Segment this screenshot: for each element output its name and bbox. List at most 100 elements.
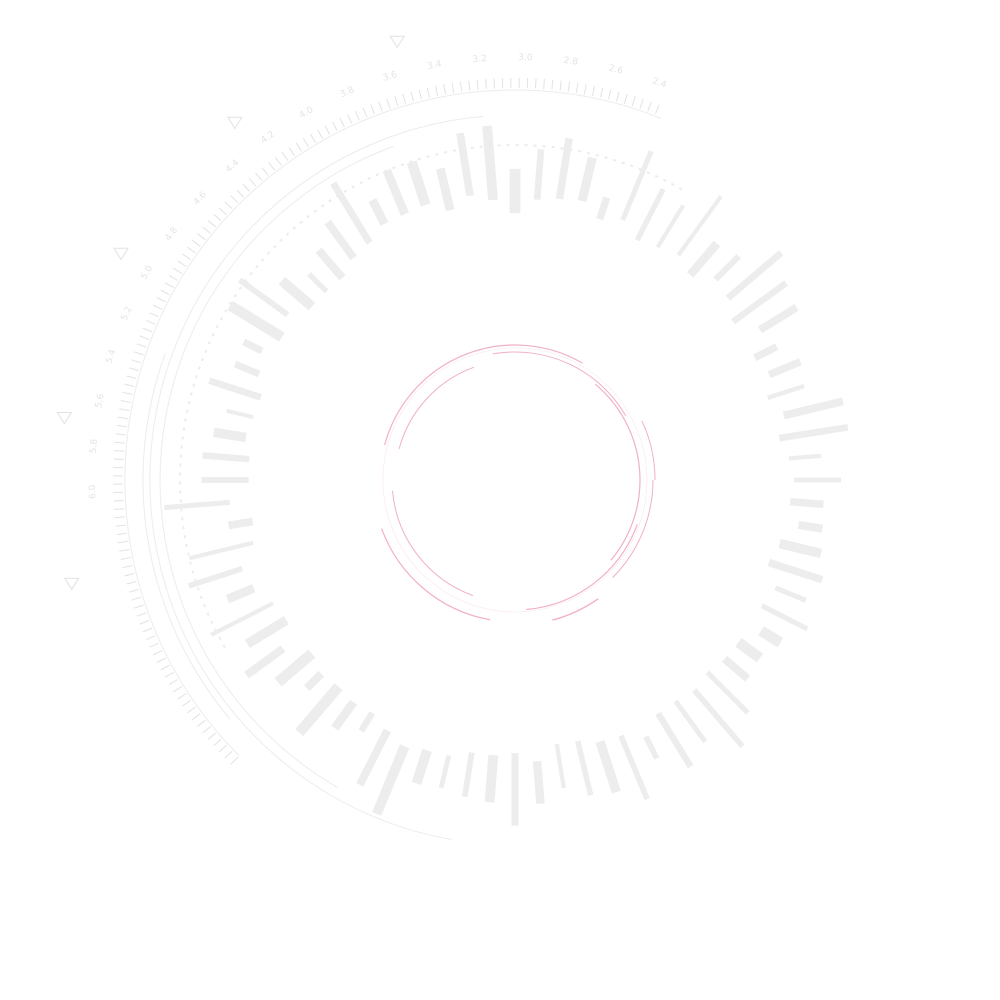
tick-mark [187,706,196,714]
tick-mark [309,133,316,143]
radial-bar [212,427,247,443]
tick-mark [443,84,447,95]
tick-mark [600,87,604,98]
tick-mark [116,424,127,428]
radial-bar [368,198,389,226]
tick-mark [139,620,150,625]
radial-bar [673,699,708,744]
radial-bar [456,132,474,197]
radial-bar [782,397,844,420]
tick-mark [113,500,124,502]
radial-bar [225,584,256,604]
target-arc [526,524,638,611]
scale-label: 5.6 [94,393,107,409]
tick-mark [160,289,170,296]
tick-mark [410,91,414,102]
tick-mark [543,79,545,90]
tick-mark [119,408,130,412]
radial-bar [760,603,809,632]
radial-bar [226,408,254,420]
radial-bar [482,125,498,201]
radial-bar [757,303,799,334]
tick-mark [476,79,479,90]
radial-bar [686,240,721,278]
tick-mark [224,201,233,210]
radial-bar [188,540,254,561]
tick-mark [559,80,562,91]
radial-bar [356,728,391,787]
radial-bar [767,358,802,379]
radial-bar [533,148,545,200]
tick-mark [202,726,211,734]
tick-mark [131,596,142,601]
radial-bar [555,137,573,200]
tick-mark [567,81,571,92]
tick-mark [616,91,620,102]
radial-bar [643,735,660,760]
tick-mark [133,604,144,609]
tick-mark [402,93,407,104]
radial-bar-ring [164,125,849,826]
tick-mark [224,750,233,759]
radial-bar [324,219,357,261]
tick-mark [173,267,183,274]
radial-bar [655,204,685,249]
outer-faint-ring [142,115,484,840]
tick-baseline [124,89,662,757]
tick-mark [324,125,331,135]
radial-bar [484,754,499,803]
radial-bar [705,670,750,715]
tick-mark [168,679,178,686]
triangle-marker-icon [226,116,243,130]
tick-mark [156,297,166,303]
target-arc [398,366,475,450]
tick-mark [160,664,170,671]
radial-bar [315,247,346,281]
target-arc [492,351,627,417]
scale-label: 3.2 [472,54,487,65]
tick-mark [114,516,125,519]
target-arc [384,344,583,446]
radial-bar [411,748,432,785]
radial-bar [767,558,824,584]
tick-mark [213,738,222,747]
tick-mark [152,650,163,656]
tick-mark [468,80,471,91]
tick-mark [124,383,135,387]
tick-mark [378,101,383,112]
radial-bar [532,760,545,805]
tick-mark [623,93,628,104]
tick-mark [218,744,227,753]
tick-mark [551,79,554,90]
tick-mark [124,573,135,577]
radial-bar [164,499,230,511]
radial-bar [208,377,262,401]
scale-label: 3.0 [518,53,533,63]
tick-ring [112,77,662,765]
tick-mark [274,157,282,166]
tick-mark [631,96,636,107]
radial-bar [461,752,475,798]
radial-bar [655,711,694,769]
tick-mark [152,304,163,310]
scale-label: 4.0 [298,105,316,121]
radial-bar [692,688,745,749]
tick-mark [295,142,302,152]
tick-mark [128,588,139,593]
scale-label: 3.6 [382,70,399,84]
tick-mark [164,671,174,678]
tick-mark [347,114,353,124]
radial-bar [788,453,822,461]
tick-mark [133,351,144,356]
radial-bar [778,423,849,442]
scale-label: 3.4 [427,59,443,72]
radial-bar [187,565,244,589]
radial-bar [758,626,784,648]
tick-mark [145,319,156,325]
scale-label: 3.8 [339,85,356,100]
tick-mark [370,104,375,115]
radial-bar [303,670,325,692]
tick-mark [207,732,216,740]
radial-bar [358,711,376,733]
